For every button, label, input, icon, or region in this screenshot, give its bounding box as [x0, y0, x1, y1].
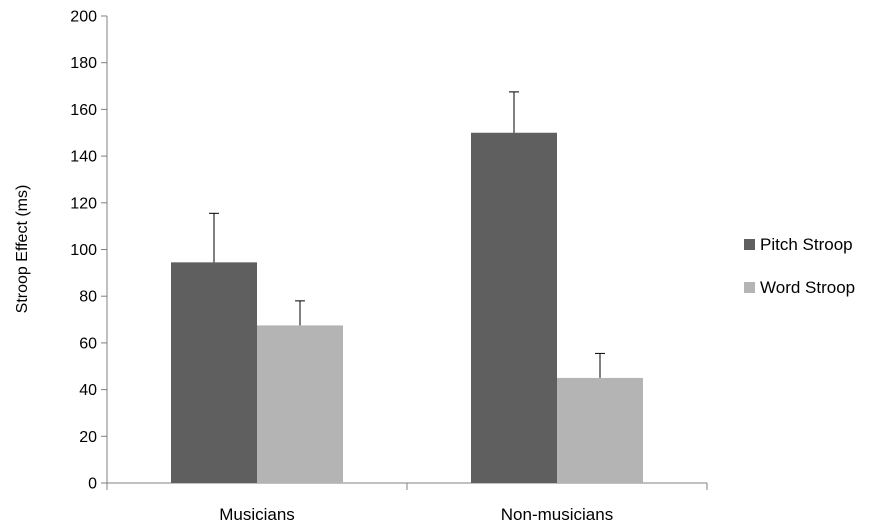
- y-tick-label: 100: [70, 242, 97, 259]
- y-tick-label: 140: [70, 149, 97, 166]
- legend-label: Pitch Stroop: [760, 235, 853, 254]
- y-axis-title-group: Stroop Effect (ms): [14, 185, 31, 314]
- y-axis-title: Stroop Effect (ms): [14, 185, 31, 314]
- axes: 0 20 40 60 80 100 120 140 160 180 200 Musicians Non-…: [70, 9, 708, 524]
- y-tick-label: 0: [88, 476, 97, 493]
- legend-swatch: [744, 282, 755, 293]
- legend-label: Word Stroop: [760, 278, 855, 297]
- bar: [557, 377, 643, 483]
- x-category-label: Non-musicians: [501, 505, 613, 524]
- y-tick-label: 200: [70, 9, 97, 26]
- y-tick-label: 80: [79, 289, 97, 306]
- bar: [171, 262, 257, 483]
- y-tick-label: 180: [70, 55, 97, 72]
- y-tick-label: 60: [79, 335, 97, 352]
- bar: [471, 132, 557, 483]
- y-tick-label: 120: [70, 195, 97, 212]
- bar: [257, 325, 343, 483]
- y-tick-label: 160: [70, 102, 97, 119]
- error-bars: [209, 91, 605, 378]
- x-category-label: Musicians: [219, 505, 295, 524]
- legend-swatch: [744, 239, 755, 250]
- y-tick-label: 40: [79, 382, 97, 399]
- bars: [171, 132, 643, 483]
- y-tick-label: 20: [79, 429, 97, 446]
- legend: Pitch Stroop Word Stroop: [744, 235, 855, 297]
